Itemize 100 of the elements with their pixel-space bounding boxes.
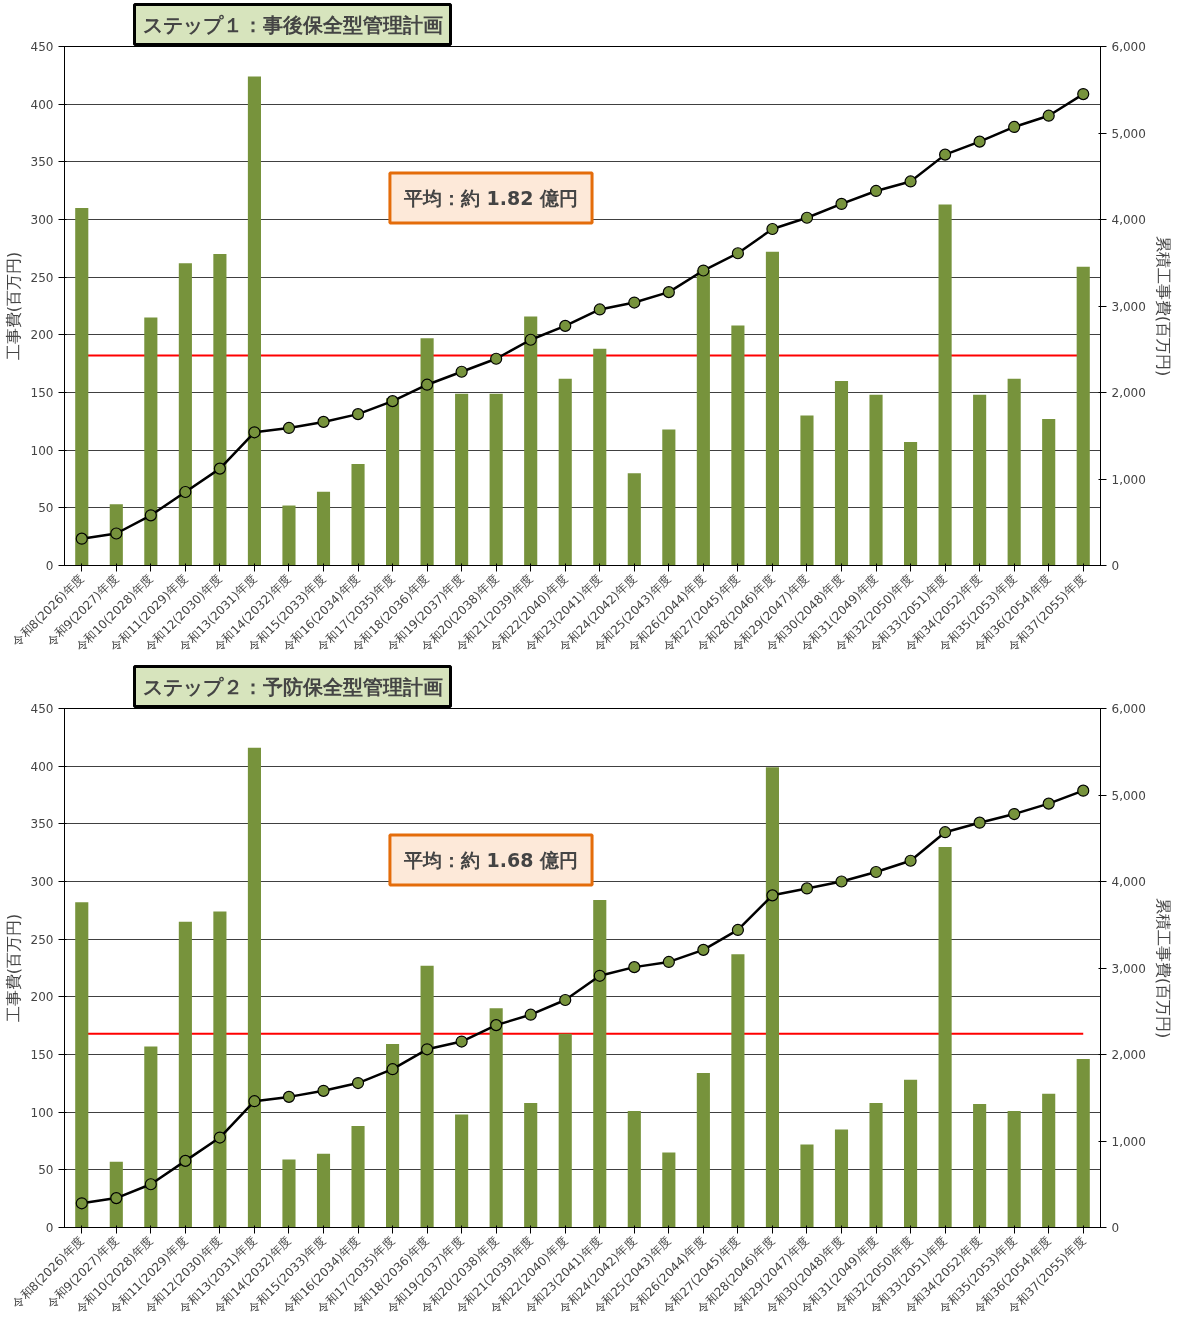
y-tick-label: 150	[30, 386, 54, 400]
point	[213, 462, 226, 475]
bar	[75, 207, 89, 566]
bar	[351, 464, 365, 566]
point	[455, 1035, 468, 1048]
y-tick-label: 200	[30, 990, 54, 1005]
bar	[1007, 1111, 1021, 1228]
point	[1008, 120, 1021, 134]
bar	[869, 394, 883, 566]
y2-axis-title: 累積工事費(百万円)	[1153, 897, 1173, 1039]
bar	[834, 380, 849, 566]
point	[213, 1131, 226, 1144]
point	[939, 826, 952, 839]
bar	[386, 1044, 400, 1228]
y-tick-label: 400	[30, 97, 54, 112]
y2-tick-label: 0	[1111, 559, 1120, 573]
point	[593, 303, 606, 316]
point	[282, 1090, 296, 1103]
y-tick-label: 350	[30, 817, 54, 832]
point	[766, 889, 779, 902]
bar	[282, 1159, 296, 1228]
bar	[973, 1104, 987, 1228]
bar	[75, 902, 89, 1228]
y-tick-label: 100	[30, 1105, 54, 1120]
point	[1008, 807, 1021, 821]
bar	[420, 338, 434, 566]
point	[800, 882, 814, 895]
y2-tick-label: 5,000	[1111, 788, 1146, 803]
y2-axis-title: 累積工事費(百万円)	[1153, 235, 1173, 377]
point	[559, 319, 572, 332]
bar	[662, 429, 676, 566]
bar	[834, 1129, 849, 1228]
bar	[800, 1144, 814, 1228]
y-tick-label: 50	[38, 1163, 54, 1178]
point	[179, 1154, 192, 1167]
point	[317, 1084, 330, 1097]
point	[75, 1197, 88, 1210]
point	[421, 378, 434, 391]
bar	[800, 415, 814, 566]
bar	[731, 325, 745, 566]
point	[869, 184, 883, 198]
point	[386, 395, 399, 408]
bar	[316, 491, 331, 566]
bar	[420, 965, 434, 1228]
point	[524, 333, 537, 346]
point	[386, 1063, 399, 1076]
point	[835, 875, 848, 888]
bar	[973, 394, 987, 566]
annotation: 平均：約 1.82 億円	[402, 186, 579, 209]
y-tick-label: 100	[30, 443, 54, 458]
y2-tick-label: 5,000	[1111, 126, 1146, 141]
y2-tick-label: 2,000	[1111, 386, 1146, 400]
y2-tick-label: 2,000	[1111, 1048, 1146, 1062]
point	[731, 247, 744, 260]
bar	[1076, 1059, 1090, 1228]
point	[455, 365, 468, 378]
y-tick-label: 300	[30, 213, 54, 227]
chart-title: ステップ２：予防保全型管理計画	[142, 674, 443, 699]
bar	[938, 204, 952, 566]
bar	[178, 921, 192, 1228]
point	[110, 527, 123, 540]
point	[179, 485, 192, 499]
bar	[765, 767, 779, 1228]
point	[800, 211, 814, 224]
point	[904, 854, 917, 867]
y-tick-label: 0	[45, 1221, 54, 1235]
bar	[1042, 419, 1056, 566]
y2-tick-label: 3,000	[1111, 961, 1146, 976]
point	[317, 415, 330, 428]
annotation: 平均：約 1.68 億円	[402, 848, 579, 871]
point	[490, 352, 503, 365]
bar	[593, 899, 607, 1228]
y2-tick-label: 0	[1111, 1221, 1120, 1235]
bar	[455, 1114, 469, 1228]
bar	[455, 393, 469, 566]
point	[351, 408, 365, 421]
point	[662, 286, 675, 299]
point	[248, 426, 261, 439]
point	[559, 993, 572, 1007]
y-tick-label: 200	[30, 328, 54, 343]
point	[144, 509, 157, 522]
bar	[351, 1126, 365, 1228]
bar	[282, 505, 296, 566]
y-tick-label: 300	[30, 875, 54, 889]
y2-tick-label: 6,000	[1111, 40, 1146, 54]
y-tick-label: 400	[30, 759, 54, 774]
bar	[731, 954, 745, 1228]
point	[628, 296, 641, 309]
bar	[144, 317, 158, 566]
point	[490, 1019, 503, 1032]
point	[973, 135, 986, 148]
point	[835, 197, 848, 211]
point	[1042, 109, 1055, 122]
bar	[1007, 378, 1021, 566]
point	[731, 923, 744, 937]
point	[662, 955, 675, 969]
y-tick-label: 250	[30, 932, 54, 947]
y-axis-title: 工事費(百万円)	[3, 251, 23, 361]
point	[421, 1043, 434, 1056]
point	[973, 816, 986, 829]
